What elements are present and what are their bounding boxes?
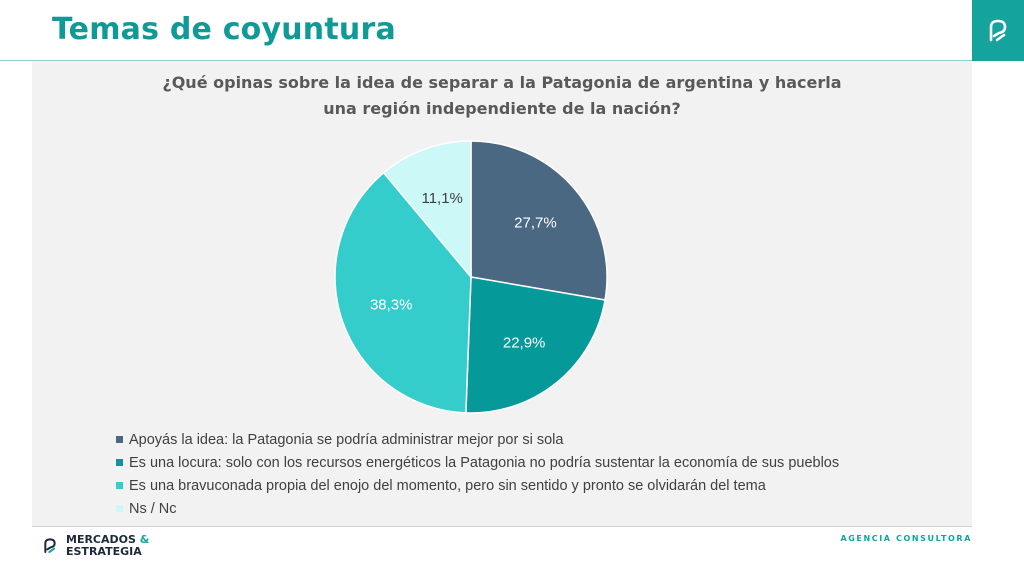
- legend-label: Es una bravuconada propia del enojo del …: [129, 477, 766, 494]
- pie-slice-3: [334, 171, 472, 414]
- chart-legend: Apoyás la idea: la Patagonia se podría a…: [116, 428, 839, 520]
- pie-data-label-4: 11,1%: [421, 190, 462, 207]
- chart-panel: ¿Qué opinas sobre la idea de separar a l…: [32, 61, 972, 526]
- brand-tile: [972, 0, 1024, 61]
- chart-title: ¿Qué opinas sobre la idea de separar a l…: [32, 70, 972, 122]
- legend-item-4: Ns / Nc: [116, 497, 839, 520]
- logo-ampersand: &: [139, 533, 150, 546]
- legend-label: Es una locura: solo con los recursos ene…: [129, 454, 840, 471]
- legend-item-3: Es una bravuconada propia del enojo del …: [116, 474, 839, 497]
- pie-data-label-3: 38,3%: [370, 296, 413, 313]
- mercados-estrategia-logo-icon: [44, 538, 56, 553]
- legend-label: Apoyás la idea: la Patagonia se podría a…: [129, 431, 564, 448]
- logo-word-estrategia: ESTRATEGIA: [66, 545, 142, 558]
- footer-logo-text: MERCADOS & ESTRATEGIA: [66, 534, 149, 558]
- logo-word-mercados: MERCADOS: [66, 533, 136, 546]
- chart-title-line-2: una región independiente de la nación?: [323, 99, 681, 118]
- legend-item-2: Es una locura: solo con los recursos ene…: [116, 451, 839, 474]
- legend-swatch: [116, 436, 123, 443]
- pie-slice-4: [382, 140, 472, 280]
- footer-logo: MERCADOS & ESTRATEGIA: [40, 534, 149, 558]
- pie-slice-1: [470, 140, 608, 301]
- legend-label: Ns / Nc: [129, 500, 177, 517]
- mercados-estrategia-logo-icon: [989, 19, 1007, 41]
- legend-swatch: [116, 459, 123, 466]
- footer-divider: [32, 526, 972, 527]
- legend-item-1: Apoyás la idea: la Patagonia se podría a…: [116, 428, 839, 451]
- footer-tagline: AGENCIA CONSULTORA: [840, 534, 972, 543]
- legend-swatch: [116, 505, 123, 512]
- legend-swatch: [116, 482, 123, 489]
- page-title: Temas de coyuntura: [52, 12, 396, 47]
- pie-data-label-2: 22,9%: [503, 334, 546, 351]
- pie-chart: 27,7% 22,9% 38,3% 11,1%: [334, 140, 608, 414]
- title-divider: [0, 60, 972, 61]
- pie-data-label-1: 27,7%: [514, 215, 557, 232]
- chart-title-line-1: ¿Qué opinas sobre la idea de separar a l…: [162, 73, 842, 92]
- pie-slice-2: [465, 276, 606, 414]
